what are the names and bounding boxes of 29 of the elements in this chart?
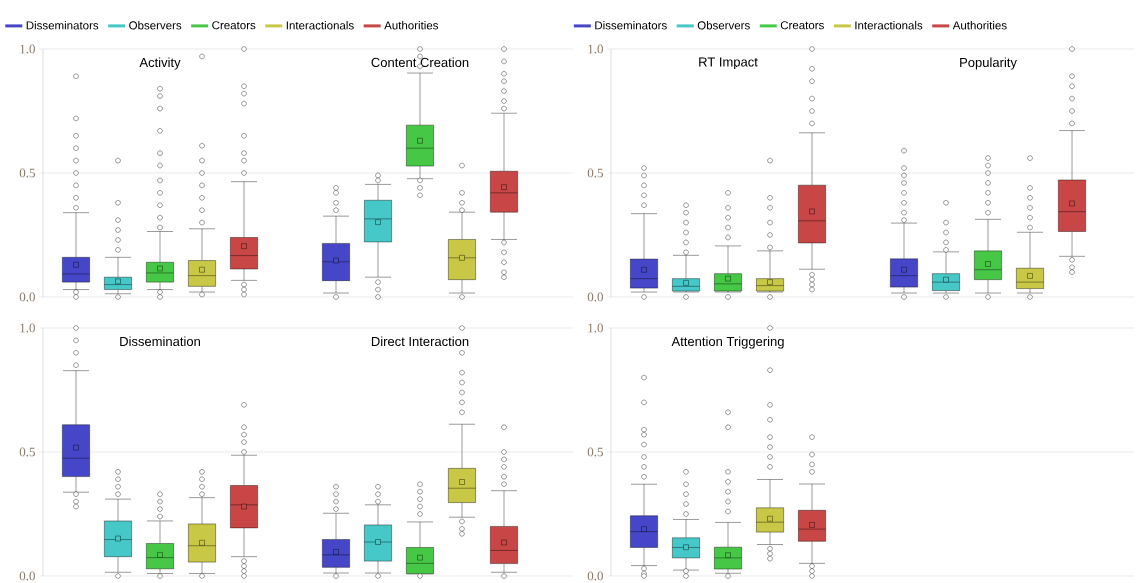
legend-label: Disseminators	[595, 20, 667, 30]
y-tick-label: 0.0	[587, 571, 603, 581]
y-tick-label: 0.0	[587, 292, 603, 302]
x-tick-label: Content Creation	[371, 57, 469, 68]
x-tick-label: Activity	[139, 57, 181, 70]
x-tick-label: Direct Interaction	[371, 336, 469, 347]
x-tick-label: Attention Triggering	[671, 336, 784, 349]
legend-label: Observers	[697, 20, 750, 30]
y-tick-label: 1.0	[588, 323, 603, 333]
y-tick-label: 0.5	[587, 447, 603, 457]
y-tick-label: 0.5	[19, 168, 35, 178]
legend-label: Observers	[129, 20, 182, 30]
legend-label: Disseminators	[26, 20, 99, 30]
y-tick-label: 0.5	[19, 447, 35, 457]
legend-label: Creators	[212, 21, 256, 30]
y-tick-label: 1.0	[20, 323, 35, 333]
y-tick-label: 1.0	[588, 44, 603, 54]
legend-label: Interactionals	[286, 20, 354, 30]
x-tick-label: Popularity	[960, 57, 1017, 70]
x-tick-label: RT Impact	[699, 57, 758, 70]
x-tick-label: Dissemination	[120, 336, 200, 347]
y-tick-label: 0.0	[19, 571, 35, 581]
legend-label: Creators	[780, 21, 824, 30]
legend-label: Interactionals	[855, 20, 923, 30]
legend-label: Authorities	[952, 20, 1007, 30]
y-tick-label: 0.5	[587, 168, 603, 178]
legend-label: Authorities	[384, 20, 439, 30]
y-tick-label: 1.0	[20, 44, 35, 54]
y-tick-label: 0.0	[19, 292, 35, 302]
